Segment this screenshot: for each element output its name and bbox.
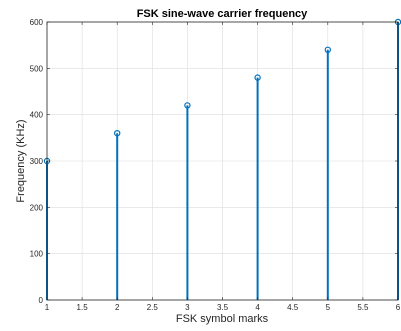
chart-title: FSK sine-wave carrier frequency: [137, 8, 308, 20]
x-tick-label: 1.5: [77, 303, 89, 312]
stem-marker: [113, 129, 121, 137]
x-tick-label: 3.5: [217, 303, 229, 312]
x-tick-label: 4: [255, 303, 260, 312]
y-tick-label: 400: [30, 111, 44, 120]
x-tick-label: 5.5: [357, 303, 369, 312]
x-tick-label: 5: [326, 303, 331, 312]
x-axis-label: FSK symbol marks: [176, 313, 269, 325]
y-tick-label: 600: [30, 18, 44, 27]
stem-marker: [184, 102, 191, 109]
y-tick-label: 200: [30, 203, 44, 212]
y-tick-label: 500: [30, 64, 44, 73]
axes-layer: [46, 21, 399, 301]
y-axis-label: Frequency (KHz): [15, 119, 27, 202]
x-tick-label: 6: [396, 303, 401, 312]
y-tick-label: 300: [30, 157, 44, 166]
x-tick-label: 3: [185, 303, 190, 312]
stem-marker: [254, 74, 261, 81]
x-tick-label: 2.5: [147, 303, 159, 312]
tick-layer: 1 1.5 2 2.5 3 3.5 4 4.5 5 5.5 6 0 100 200 300 400 500 600: [30, 18, 401, 312]
y-tick-label: 0: [39, 296, 44, 305]
x-tick-label: 2: [115, 303, 120, 312]
stem-marker: [324, 46, 331, 54]
x-tick-label: 1: [45, 303, 50, 312]
x-tick-label: 4.5: [287, 303, 299, 312]
y-tick-label: 100: [30, 250, 44, 259]
